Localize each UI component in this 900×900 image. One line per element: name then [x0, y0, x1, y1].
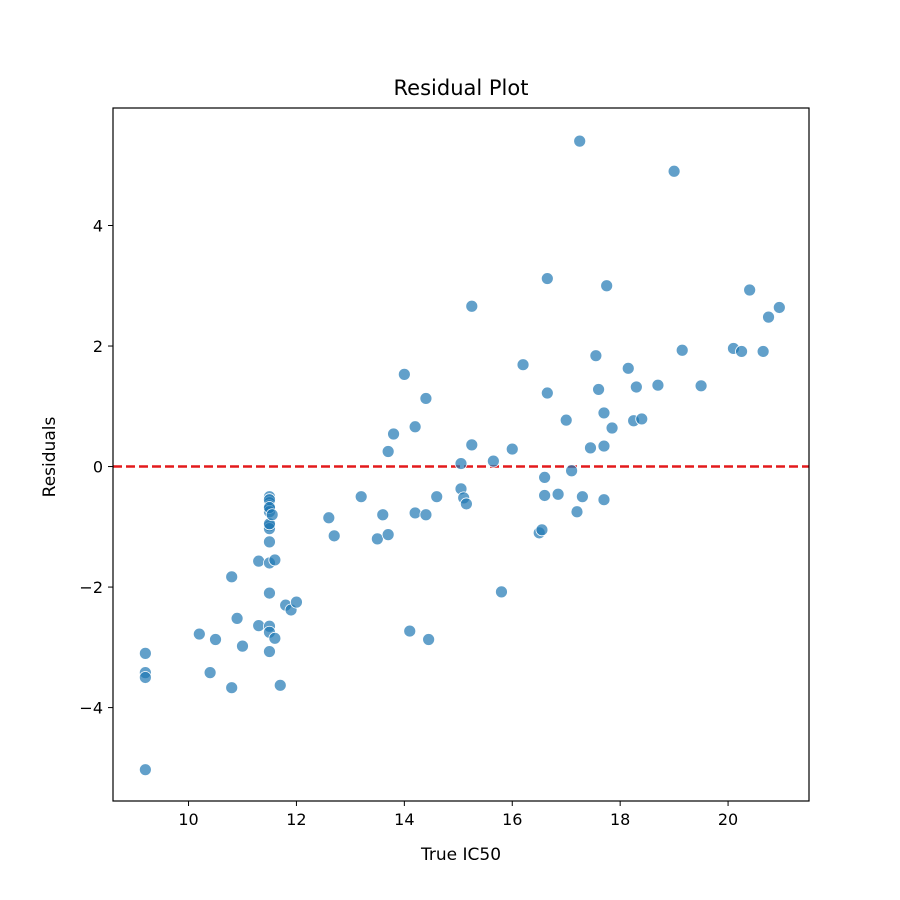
data-point	[694, 379, 708, 393]
y-tick-label: 4	[93, 217, 103, 236]
data-point	[138, 646, 152, 660]
y-tick-label: −4	[79, 699, 103, 718]
data-point	[408, 420, 422, 434]
data-point	[540, 386, 554, 400]
data-point	[551, 487, 565, 501]
data-point	[403, 624, 417, 638]
x-tick-label: 10	[178, 810, 198, 829]
data-point	[516, 358, 530, 372]
x-tick-label: 12	[286, 810, 306, 829]
data-point	[408, 506, 422, 520]
data-point	[236, 639, 249, 653]
data-point	[621, 361, 635, 375]
axes-frame	[112, 107, 810, 802]
data-point	[273, 678, 287, 692]
data-point	[268, 553, 282, 567]
data-point	[465, 438, 479, 452]
data-point	[573, 134, 587, 148]
data-point	[465, 299, 479, 313]
data-point	[422, 633, 436, 646]
x-axis-ticks: 10 12 14 16 18 20	[178, 801, 738, 829]
data-point	[575, 490, 589, 504]
data-point	[651, 378, 665, 392]
data-point	[419, 392, 433, 405]
data-point	[605, 421, 619, 435]
y-tick-label: −2	[79, 578, 103, 597]
data-point	[735, 345, 748, 358]
data-point	[252, 554, 266, 568]
data-point	[589, 349, 603, 363]
data-point	[597, 406, 611, 420]
data-point	[597, 439, 611, 453]
y-tick-label: 0	[93, 458, 103, 477]
data-point	[635, 412, 649, 426]
data-point	[387, 427, 400, 441]
data-point	[454, 457, 468, 470]
data-point	[597, 493, 611, 507]
x-tick-label: 20	[718, 810, 738, 829]
data-point	[290, 595, 303, 609]
data-point	[540, 272, 554, 285]
data-point	[430, 490, 444, 504]
data-point	[538, 489, 552, 502]
data-point	[756, 345, 770, 358]
data-point	[667, 164, 681, 178]
x-tick-label: 14	[394, 810, 414, 829]
data-point	[381, 445, 395, 458]
data-point	[397, 367, 411, 381]
data-point	[419, 508, 433, 522]
data-point	[592, 383, 605, 396]
data-point	[486, 454, 500, 468]
data-point	[263, 586, 276, 600]
chart-title: Residual Plot	[394, 76, 529, 100]
data-point	[762, 310, 775, 324]
data-point	[265, 508, 279, 522]
data-point	[629, 380, 643, 394]
data-point	[538, 470, 552, 484]
data-point	[322, 511, 336, 525]
data-point	[192, 627, 206, 641]
data-point	[600, 279, 614, 293]
x-axis-label: True IC50	[420, 845, 501, 865]
data-point	[203, 666, 217, 680]
data-point	[570, 505, 584, 519]
data-point	[565, 464, 579, 478]
data-point	[376, 508, 390, 522]
data-point	[225, 570, 239, 584]
data-point	[743, 283, 757, 297]
data-point	[584, 441, 597, 455]
data-point	[459, 497, 473, 511]
y-axis-label: Residuals	[40, 417, 60, 498]
x-tick-label: 18	[610, 810, 630, 829]
data-point	[263, 535, 276, 549]
x-tick-label: 16	[502, 810, 522, 829]
data-point	[772, 301, 786, 314]
data-point	[535, 523, 549, 537]
y-axis-ticks: −4 −2 0 2 4	[79, 217, 113, 718]
data-point	[230, 612, 244, 625]
data-point	[268, 631, 282, 645]
data-point	[263, 645, 276, 658]
data-point	[225, 681, 239, 695]
data-point	[675, 343, 689, 357]
data-point	[252, 619, 266, 633]
data-point	[505, 442, 519, 456]
data-point	[327, 529, 341, 543]
data-point	[138, 671, 152, 684]
y-tick-label: 2	[93, 337, 103, 356]
data-point	[559, 413, 573, 427]
data-point	[381, 528, 395, 542]
data-point	[209, 633, 222, 646]
plot-area	[112, 107, 810, 802]
data-point	[370, 532, 384, 546]
data-point	[354, 490, 368, 504]
data-point	[495, 585, 508, 599]
data-point	[138, 763, 152, 777]
